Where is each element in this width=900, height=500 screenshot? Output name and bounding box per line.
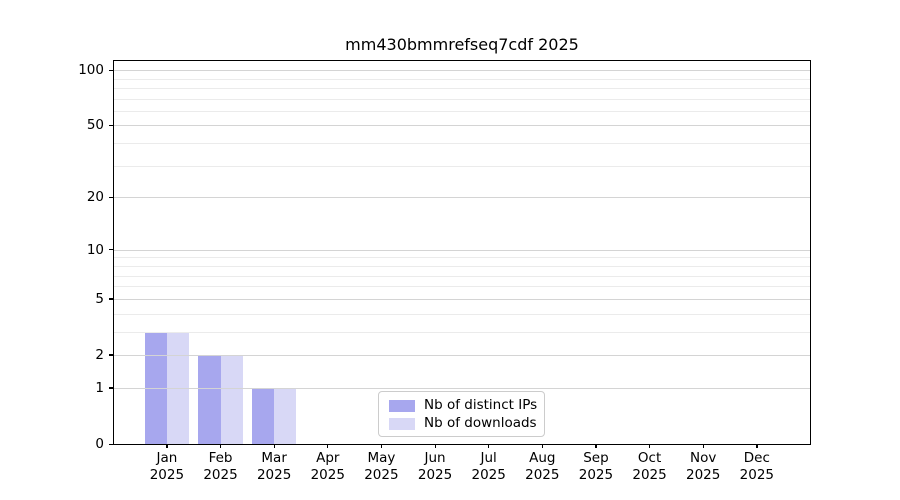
plot-area <box>114 61 810 444</box>
gridline-minor <box>114 313 810 315</box>
x-tick <box>702 444 704 448</box>
y-tick-label: 2 <box>95 346 104 363</box>
x-tick-label: Mar 2025 <box>256 450 292 483</box>
x-tick-label: Nov 2025 <box>686 450 721 483</box>
x-tick <box>273 444 275 448</box>
bar-downloads <box>274 387 297 444</box>
gridline-major <box>114 249 810 251</box>
legend-swatch-downloads <box>389 417 415 430</box>
x-tick-label: Jun 2025 <box>417 450 453 483</box>
gridline-minor <box>114 110 810 112</box>
x-tick-label: May 2025 <box>364 450 399 483</box>
gridline-minor <box>114 98 810 100</box>
x-tick <box>166 444 168 448</box>
gridline-minor <box>114 78 810 80</box>
y-tick <box>109 354 113 356</box>
gridline-minor <box>114 257 810 259</box>
bar-distinct-ips <box>198 354 221 444</box>
gridline-major <box>114 197 810 199</box>
y-tick <box>109 69 113 71</box>
x-tick-label: Oct 2025 <box>632 450 667 483</box>
gridline-major <box>114 387 810 389</box>
y-tick <box>109 124 113 127</box>
chart-title: mm430bmmrefseq7cdf 2025 <box>345 35 579 54</box>
x-tick-label: Apr 2025 <box>310 450 345 483</box>
x-tick-label: Jul 2025 <box>471 450 506 483</box>
y-tick-label: 0 <box>95 436 104 452</box>
y-tick-label: 5 <box>95 290 104 307</box>
x-tick <box>595 444 597 448</box>
gridline-minor <box>114 275 810 277</box>
gridline-major <box>114 354 810 356</box>
gridline-minor <box>114 331 810 333</box>
x-tick <box>434 444 436 448</box>
x-tick-label: Sep 2025 <box>578 450 614 483</box>
y-tick <box>109 298 113 300</box>
x-tick <box>541 444 543 448</box>
y-tick-label: 50 <box>86 117 104 134</box>
x-tick-label: Jan 2025 <box>149 450 185 483</box>
y-tick <box>109 387 113 389</box>
gridline-major <box>114 70 810 72</box>
y-tick-label: 1 <box>95 379 104 396</box>
y-tick <box>109 196 113 199</box>
x-tick <box>488 444 490 448</box>
y-tick-label: 20 <box>86 189 104 206</box>
x-tick-label: Feb 2025 <box>203 450 238 483</box>
gridline-minor <box>114 165 810 167</box>
y-tick <box>109 443 113 445</box>
y-tick <box>109 249 113 251</box>
legend: Nb of distinct IPs Nb of downloads <box>378 391 545 437</box>
gridline-minor <box>114 87 810 89</box>
legend-label-downloads: Nb of downloads <box>424 415 537 431</box>
x-tick <box>220 444 222 448</box>
legend-item-downloads: Nb of downloads <box>389 415 537 432</box>
x-tick-label: Aug 2025 <box>525 450 560 483</box>
gridline-major <box>114 125 810 127</box>
x-tick <box>380 444 383 448</box>
legend-label-distinct-ips: Nb of distinct IPs <box>424 397 538 413</box>
legend-swatch-distinct-ips <box>389 399 415 412</box>
x-tick <box>649 444 651 448</box>
gridline-minor <box>114 265 810 267</box>
y-tick-label: 10 <box>86 241 104 258</box>
y-tick-label: 100 <box>78 62 104 79</box>
x-tick <box>756 444 758 448</box>
gridline-minor <box>114 143 810 145</box>
x-tick <box>327 444 329 448</box>
gridline-major <box>114 298 810 300</box>
bar-distinct-ips <box>251 387 275 444</box>
bar-downloads <box>220 354 243 444</box>
gridline-minor <box>114 286 810 288</box>
x-tick-label: Dec 2025 <box>739 450 774 483</box>
legend-item-distinct-ips: Nb of distinct IPs <box>389 397 538 414</box>
